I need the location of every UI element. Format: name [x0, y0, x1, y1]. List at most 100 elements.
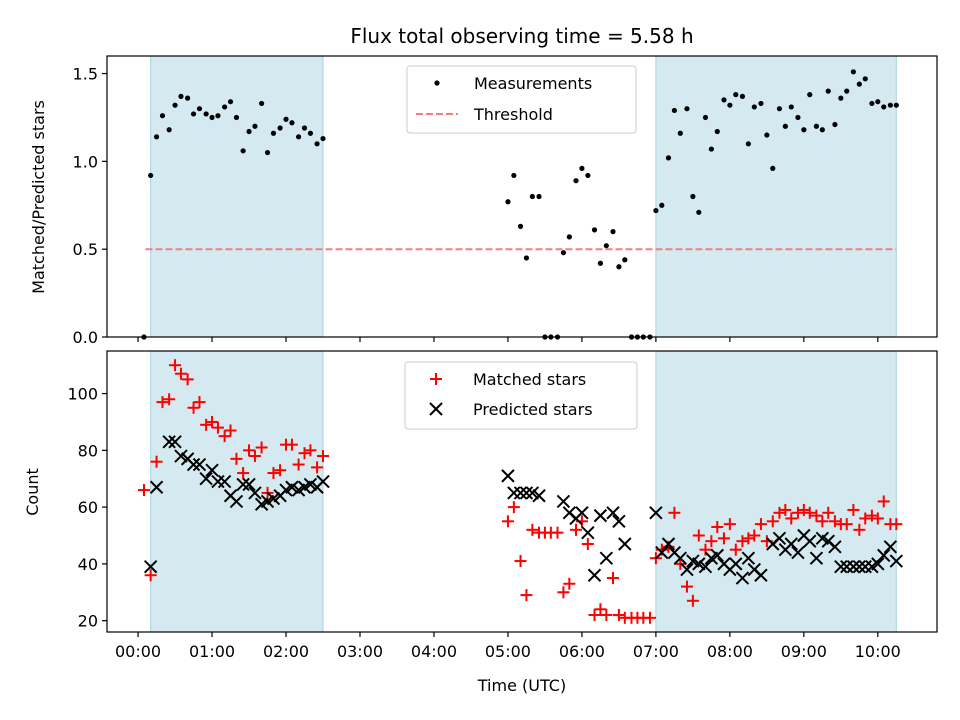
matched-star-point — [211, 421, 224, 434]
matched-star-point — [865, 509, 878, 522]
measurement-point — [517, 223, 524, 229]
measurement-point — [696, 209, 702, 215]
measurement-point — [844, 88, 850, 94]
measurement-point — [178, 93, 184, 99]
matched-star-point — [200, 418, 213, 431]
matched-star-point — [137, 484, 150, 497]
top-axes-frame — [106, 55, 938, 338]
matched-star-point — [674, 557, 687, 570]
matched-star-point — [311, 461, 324, 474]
matched-star-point — [181, 373, 194, 386]
measurement-point — [222, 104, 228, 110]
matched-star-point — [748, 529, 761, 542]
predicted-star-stroke — [889, 554, 904, 568]
predicted-star-stroke — [883, 540, 898, 554]
measurement-point — [314, 141, 320, 147]
predicted-star-point — [741, 551, 756, 565]
predicted-star-stroke — [815, 531, 830, 546]
matched-star-point — [588, 608, 601, 621]
predicted-star-stroke — [248, 486, 262, 500]
measurement-point — [659, 202, 665, 208]
predicted-star-stroke — [852, 560, 867, 574]
predicted-star-point — [266, 491, 281, 506]
matched-star-point — [551, 526, 564, 539]
predicted-star-point — [754, 568, 768, 582]
bottom-legend: Matched stars Predicted stars — [404, 361, 638, 430]
measurement-point — [671, 107, 677, 114]
predicted-star-stroke — [747, 562, 761, 577]
predicted-star-point — [168, 435, 182, 449]
measurement-point — [770, 165, 776, 171]
matched-star-point — [742, 532, 755, 545]
shaded-span — [150, 55, 324, 338]
predicted-star-point — [507, 486, 521, 500]
matched-star-point — [507, 501, 520, 514]
predicted-star-point — [889, 554, 904, 568]
measurement-point — [875, 99, 881, 105]
predicted-star-stroke — [821, 534, 835, 548]
measurement-point — [653, 207, 659, 214]
matched-star-point — [594, 603, 607, 616]
measurement-point — [585, 172, 591, 179]
matched-star-point — [501, 515, 514, 528]
predicted-star-stroke — [593, 508, 608, 523]
measurement-point — [148, 172, 154, 179]
predicted-star-stroke — [242, 477, 256, 492]
predicted-star-point — [698, 560, 713, 574]
predicted-star-stroke — [599, 551, 614, 565]
matched-star-point — [243, 444, 256, 457]
predicted-star-point — [649, 506, 663, 520]
legend-matched-label: Matched stars — [473, 370, 586, 389]
matched-star-point — [600, 608, 613, 621]
predicted-star-point — [809, 551, 824, 565]
matched-star-point — [526, 523, 539, 536]
x-tick-label: 06:00 — [559, 642, 605, 661]
predicted-star-stroke — [612, 514, 626, 529]
predicted-star-point — [834, 560, 848, 574]
predicted-star-stroke — [649, 506, 663, 520]
matched-star-point — [304, 444, 317, 457]
matched-star-point — [791, 506, 804, 519]
legend-predicted-label: Predicted stars — [473, 400, 593, 419]
measurement-point — [560, 250, 567, 256]
x-tick-label: 00:00 — [115, 642, 161, 661]
predicted-star-stroke — [501, 469, 515, 483]
predicted-star-point — [587, 568, 602, 582]
predicted-star-point — [162, 435, 176, 449]
matched-star-point — [797, 503, 810, 516]
shaded-span — [150, 350, 324, 633]
predicted-star-stroke — [606, 506, 620, 520]
matched-star-point — [218, 430, 231, 443]
matched-star-point — [248, 450, 261, 463]
matched-star-point — [890, 518, 903, 531]
measurement-point — [622, 257, 628, 263]
predicted-star-stroke — [698, 560, 713, 574]
measurement-point — [616, 264, 622, 270]
predicted-star-stroke — [834, 560, 848, 574]
matched-star-point — [187, 401, 200, 414]
predicted-star-stroke — [741, 551, 756, 565]
predicted-star-point — [784, 537, 798, 551]
measurement-point — [579, 165, 585, 171]
matched-star-point — [557, 586, 570, 599]
predicted-star-stroke — [791, 545, 805, 560]
bottom-y-tick-label: 80 — [78, 441, 98, 460]
matched-star-point — [285, 438, 298, 451]
x-tick-label: 09:00 — [781, 642, 827, 661]
matched-star-point — [680, 580, 693, 593]
matched-star-point — [692, 529, 705, 542]
predicted-star-point — [692, 557, 706, 571]
matched-star-point — [606, 572, 619, 585]
matched-star-point — [877, 495, 890, 508]
top-legend-box — [406, 65, 637, 134]
measurement-point — [259, 100, 265, 107]
matched-star-point — [803, 506, 816, 519]
measurements-series — [141, 69, 899, 340]
matched-star-point — [150, 455, 163, 468]
measurement-point — [665, 155, 672, 161]
matched-star-point — [156, 396, 169, 409]
x-tick-label: 02:00 — [263, 642, 309, 661]
predicted-star-point — [575, 506, 589, 520]
measurement-point — [739, 93, 746, 99]
measurement-point — [807, 92, 813, 98]
